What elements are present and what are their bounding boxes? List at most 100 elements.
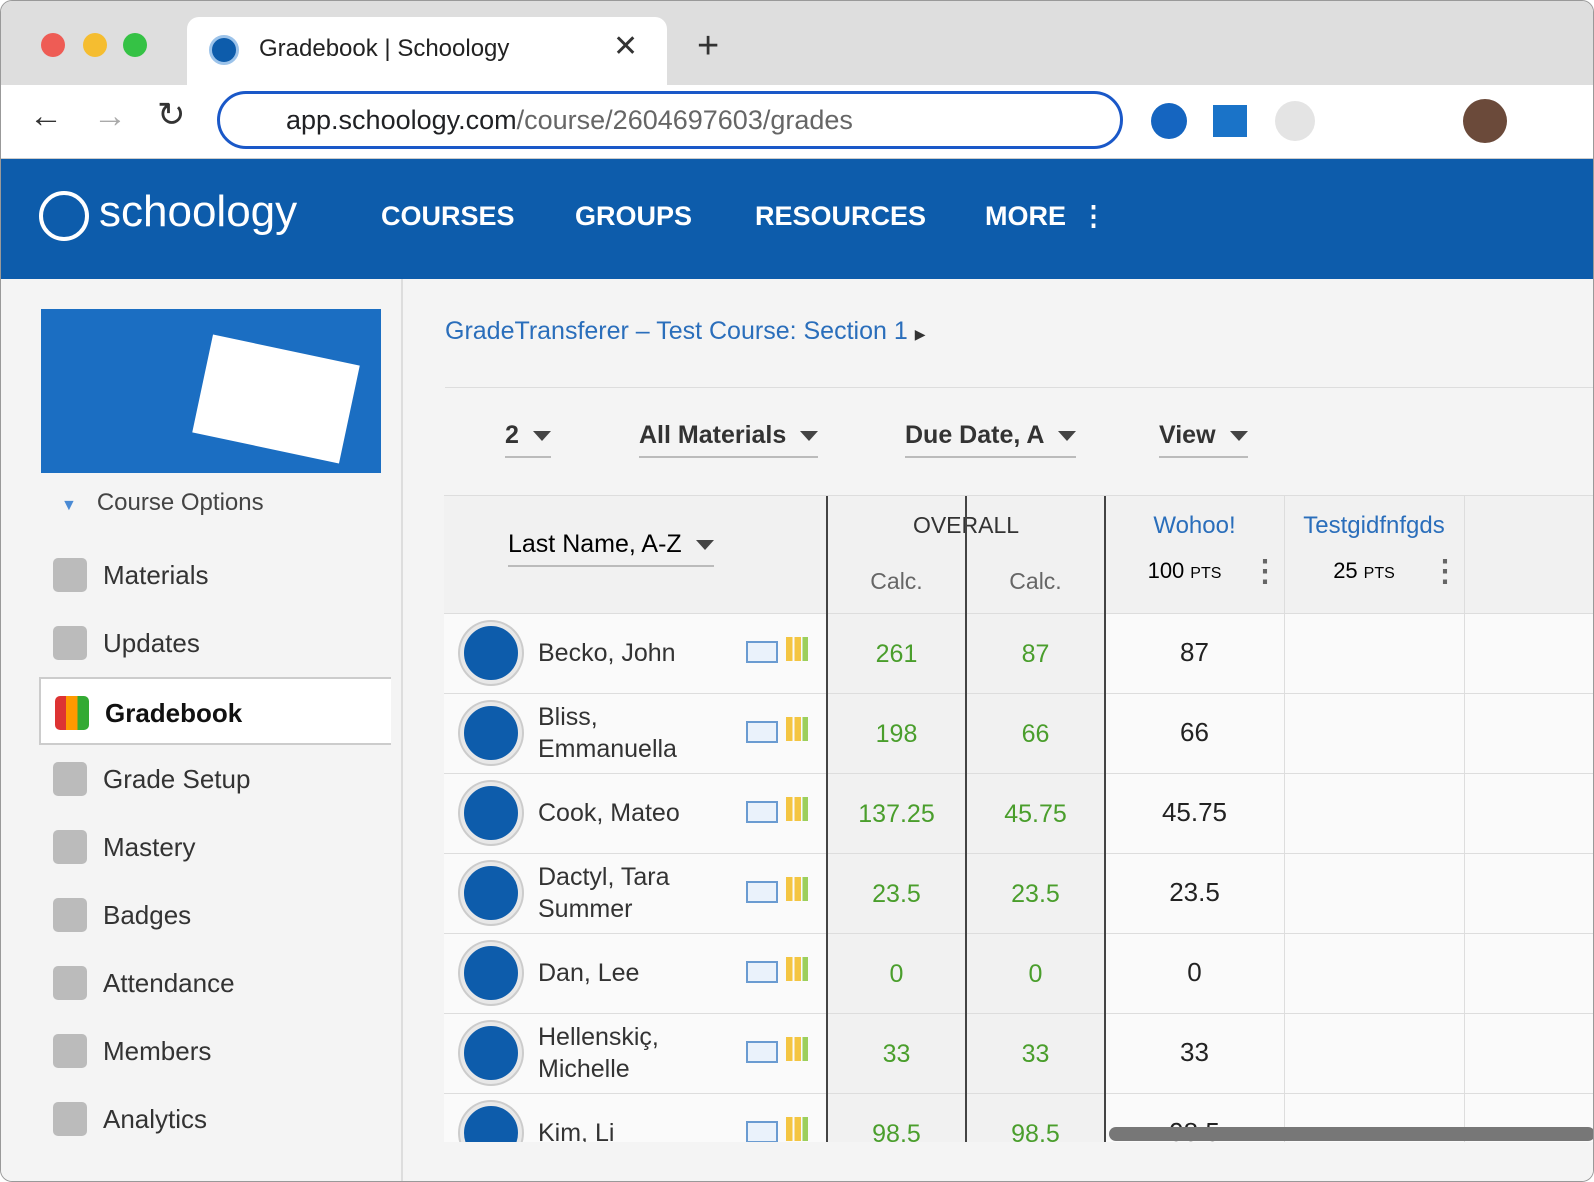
sidebar-label: Grade Setup xyxy=(103,764,251,794)
avatar[interactable] xyxy=(460,1102,522,1142)
row-divider xyxy=(444,693,1593,694)
sidebar-item[interactable]: Members xyxy=(51,1017,403,1085)
sidebar-icon xyxy=(53,830,87,864)
tab[interactable]: Gradebook | Schoology ✕ xyxy=(187,17,667,85)
overall-percent: 66 xyxy=(1021,720,1050,748)
minimize-dot[interactable] xyxy=(83,33,107,57)
message-icon[interactable] xyxy=(746,801,778,823)
student-name[interactable]: Dactyl, Tara Summer xyxy=(538,863,670,923)
avatar[interactable] xyxy=(460,1022,522,1084)
back-button[interactable]: ← xyxy=(29,97,63,135)
course-options[interactable]: ▼ Course Options xyxy=(61,489,264,516)
filter-dropdown[interactable]: All Materials xyxy=(639,421,819,458)
avatar[interactable] xyxy=(460,702,522,764)
avatar[interactable] xyxy=(460,862,522,924)
student-name[interactable]: Bliss, Emmanuella xyxy=(538,703,677,763)
sidebar-item[interactable]: Updates xyxy=(51,609,403,677)
logo[interactable]: schoology xyxy=(99,187,298,236)
assignment-title[interactable]: Testgidfnfgds xyxy=(1303,512,1445,539)
sidebar-item[interactable]: Badges xyxy=(51,881,403,949)
stats-icon[interactable] xyxy=(786,717,808,741)
stats-icon[interactable] xyxy=(786,1117,808,1141)
sort-dropdown[interactable]: Last Name, A-Z xyxy=(508,530,714,567)
avatar[interactable] xyxy=(460,942,522,1004)
stats-icon[interactable] xyxy=(786,957,808,981)
grade[interactable]: 45.75 xyxy=(1161,797,1228,827)
maximize-dot[interactable] xyxy=(123,33,147,57)
close-dot[interactable] xyxy=(41,33,65,57)
favicon xyxy=(209,35,239,65)
nav-item[interactable]: GROUPS xyxy=(575,201,693,231)
grade[interactable]: 66 xyxy=(1180,717,1209,747)
filter-label: View xyxy=(1159,421,1216,449)
forward-button[interactable]: → xyxy=(93,97,127,135)
calc-header: Calc. xyxy=(1009,568,1062,594)
scrollbar[interactable] xyxy=(1109,1127,1593,1141)
nav-item[interactable]: MORE ⋮ xyxy=(985,201,1107,231)
sidebar-item[interactable]: Mastery xyxy=(51,813,403,881)
overall-total: 0 xyxy=(889,960,904,988)
message-icon[interactable] xyxy=(746,641,778,663)
message-icon[interactable] xyxy=(746,1041,778,1063)
stats-icon[interactable] xyxy=(786,797,808,821)
student-name[interactable]: Becko, John xyxy=(538,639,676,667)
sidebar-item[interactable]: Gradebook xyxy=(39,677,391,745)
avatar[interactable] xyxy=(460,782,522,844)
sidebar-item[interactable]: Grade Setup xyxy=(51,745,403,813)
breadcrumb[interactable]: GradeTransferer – Test Course: Section 1… xyxy=(445,317,926,345)
stats-icon[interactable] xyxy=(786,637,808,661)
sidebar-icon xyxy=(53,898,87,932)
stats-icon[interactable] xyxy=(786,877,808,901)
sidebar-item[interactable]: Materials xyxy=(51,541,403,609)
row-divider xyxy=(444,933,1593,934)
student-name[interactable]: Dan, Lee xyxy=(538,959,640,987)
overall-percent: 23.5 xyxy=(1011,880,1060,908)
reload-button[interactable]: ↻ xyxy=(157,96,186,134)
assignment-title[interactable]: Wohoo! xyxy=(1153,512,1236,539)
grade[interactable]: 87 xyxy=(1180,637,1209,667)
grade[interactable]: 0 xyxy=(1187,957,1202,987)
tab-close[interactable]: ✕ xyxy=(613,30,639,63)
message-icon[interactable] xyxy=(746,1121,778,1142)
assignment-menu[interactable]: ⋮ xyxy=(1250,555,1280,588)
address-bar[interactable]: app.schoology.com/course/2604697603/grad… xyxy=(217,91,1123,149)
nav-item[interactable]: RESOURCES xyxy=(755,201,927,231)
overall-total: 33 xyxy=(882,1040,911,1068)
assignment-menu[interactable]: ⋮ xyxy=(1430,555,1460,588)
extension-icon[interactable] xyxy=(1151,103,1187,139)
grade[interactable]: 23.5 xyxy=(1169,877,1220,907)
overall-percent: 45.75 xyxy=(1004,800,1067,828)
student-name[interactable]: Cook, Mateo xyxy=(538,799,680,827)
overall-total: 261 xyxy=(875,640,918,668)
message-icon[interactable] xyxy=(746,881,778,903)
student-name[interactable]: Kim, Li xyxy=(538,1119,615,1142)
profile-avatar[interactable] xyxy=(1463,99,1507,143)
message-icon[interactable] xyxy=(746,721,778,743)
stats-icon[interactable] xyxy=(786,1037,808,1061)
column-divider xyxy=(965,496,967,1142)
logo-mark xyxy=(39,191,89,241)
extension-icon[interactable] xyxy=(1275,101,1315,141)
student-name[interactable]: Hellenskiç, Michelle xyxy=(538,1023,659,1083)
sort-label: Last Name, A-Z xyxy=(508,530,682,558)
grade[interactable]: 33 xyxy=(1180,1037,1209,1067)
sidebar-icon xyxy=(53,762,87,796)
avatar[interactable] xyxy=(460,622,522,684)
filter-dropdown[interactable]: Due Date, A xyxy=(905,421,1077,458)
points-unit: PTS xyxy=(1190,565,1222,582)
sidebar-label: Materials xyxy=(103,560,209,590)
nav-item[interactable]: COURSES xyxy=(381,201,515,231)
sidebar-item[interactable]: Analytics xyxy=(51,1085,403,1153)
url-host: app.schoology.com xyxy=(286,105,517,135)
sidebar-label: Attendance xyxy=(103,968,235,998)
overall-total: 23.5 xyxy=(872,880,921,908)
filter-dropdown[interactable]: View xyxy=(1159,421,1248,458)
overall-percent: 33 xyxy=(1021,1040,1050,1068)
row-divider xyxy=(444,1093,1593,1094)
sidebar-item[interactable]: Attendance xyxy=(51,949,403,1017)
new-tab[interactable]: + xyxy=(697,25,720,67)
filter-dropdown[interactable]: 2 xyxy=(505,421,551,458)
extension-icon[interactable] xyxy=(1213,105,1247,137)
overall-total: 198 xyxy=(875,720,918,748)
message-icon[interactable] xyxy=(746,961,778,983)
